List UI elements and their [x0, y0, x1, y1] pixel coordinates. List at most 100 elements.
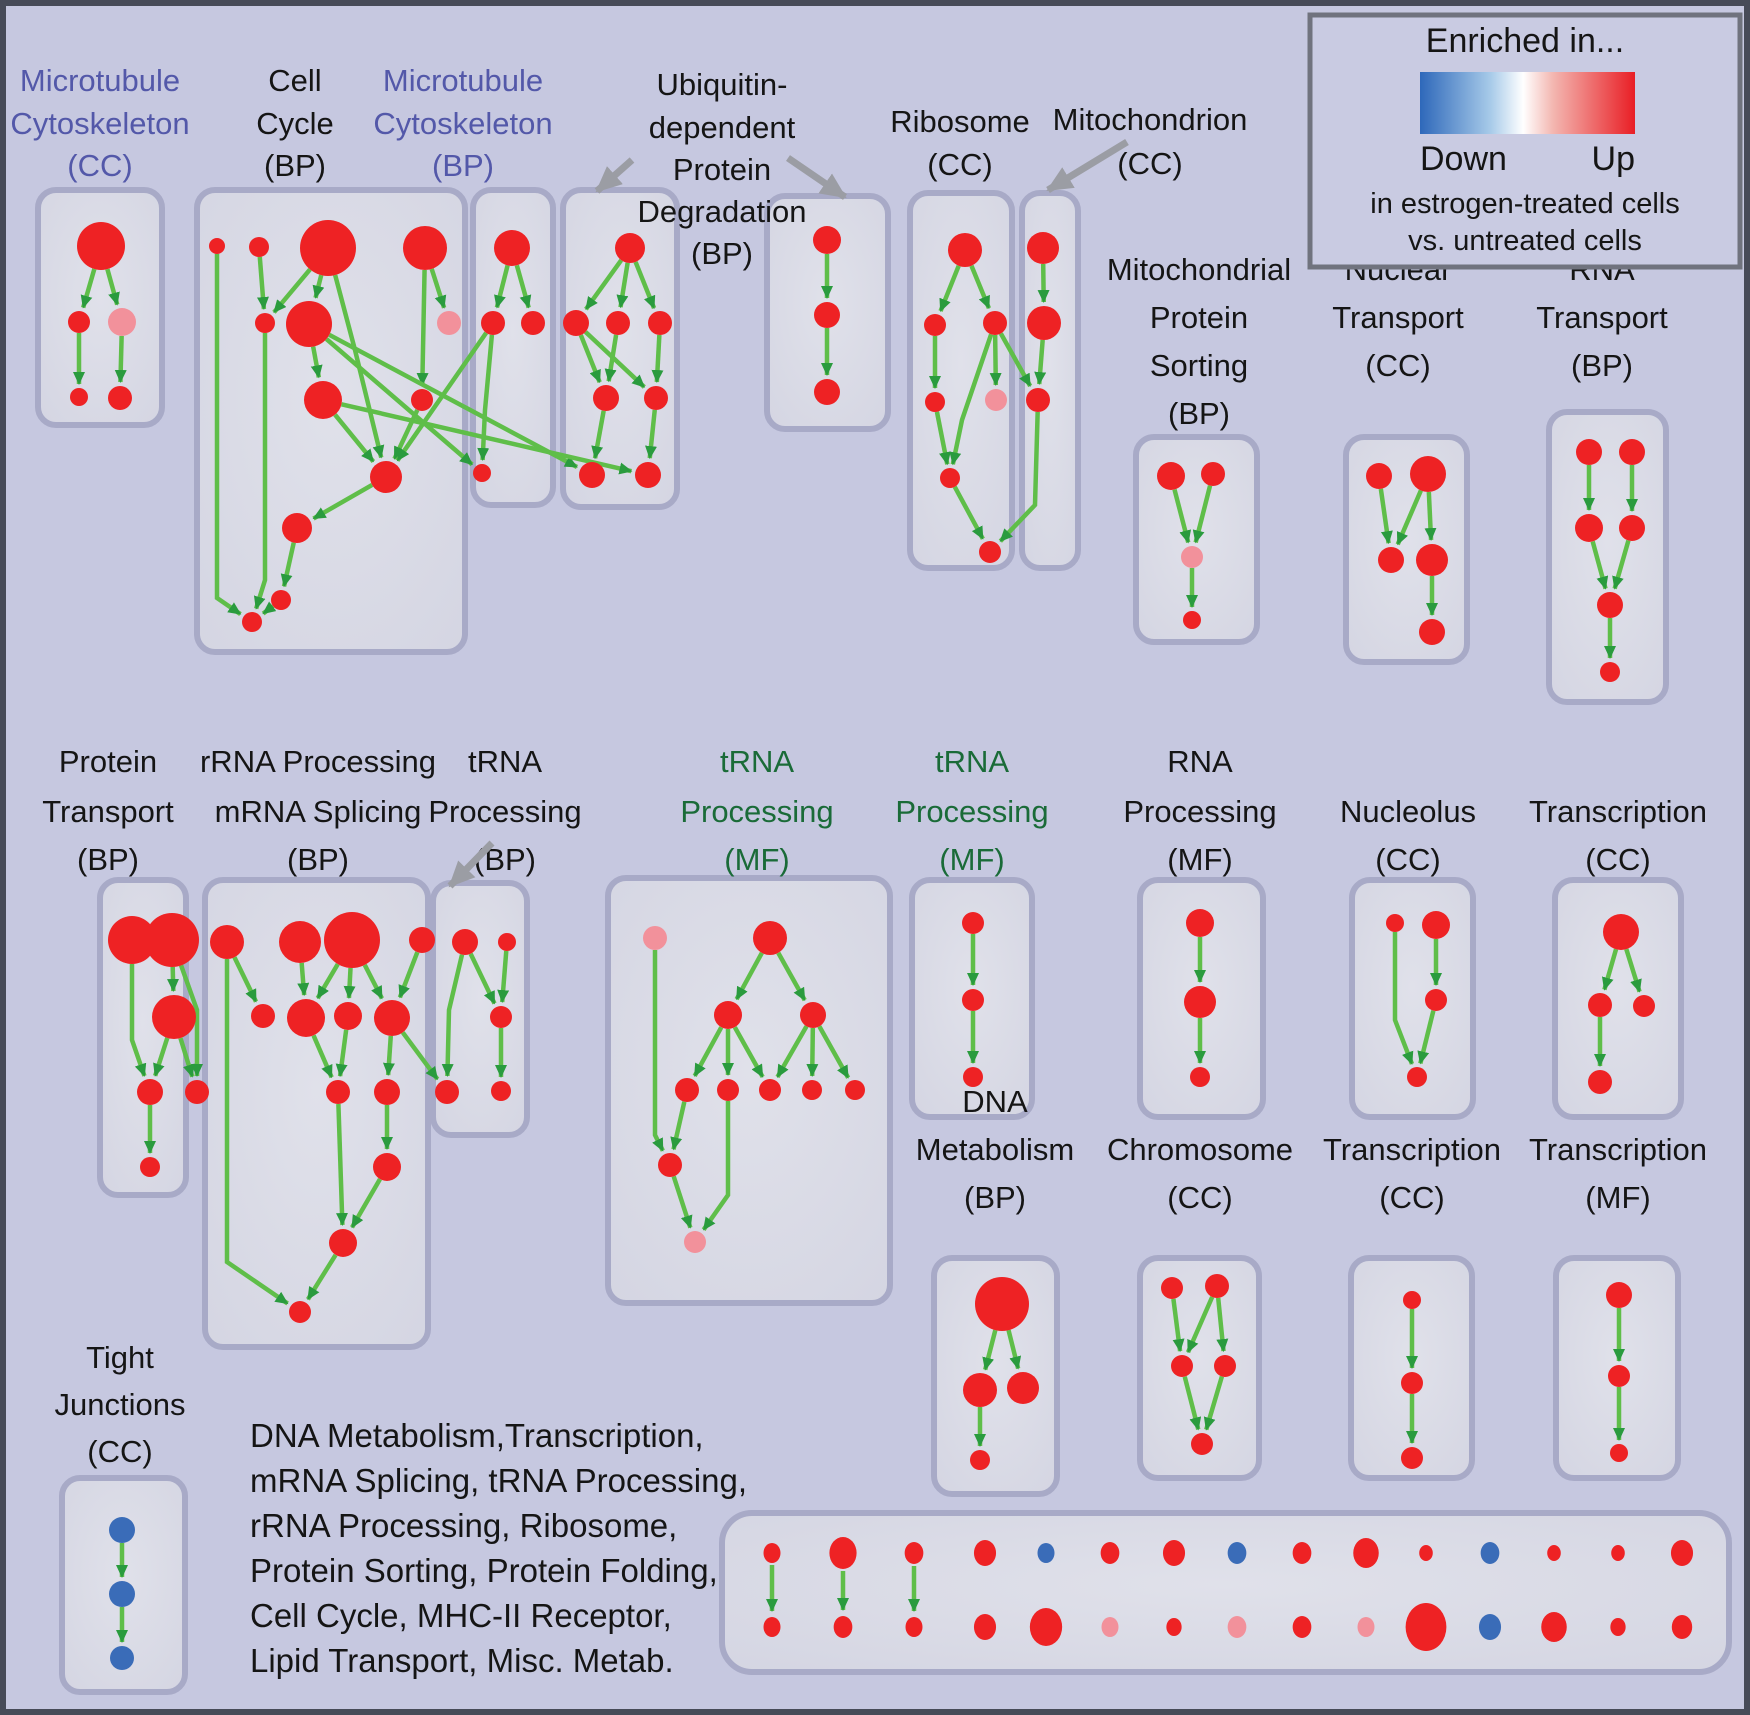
go-term-node-red: [593, 385, 619, 411]
go-term-node-red: [1611, 1545, 1625, 1561]
edge-arrow: [306, 1253, 338, 1301]
edge-arrow: [1006, 1329, 1022, 1370]
edge-arrow: [584, 258, 624, 311]
go-term-node-red: [1026, 388, 1050, 412]
go-term-node-red: [1007, 1372, 1039, 1404]
edge-arrow: [998, 332, 1033, 388]
cluster-label-trans_mf: (MF): [1585, 1180, 1650, 1215]
go-term-node-red: [829, 1537, 857, 1569]
edge-arrow: [312, 483, 374, 521]
cluster-label-rrna: rRNA Processing: [200, 744, 436, 779]
go-term-node-red: [1161, 1277, 1183, 1299]
go-term-node-red: [374, 1000, 410, 1036]
edge-arrow: [441, 954, 465, 1078]
go-term-node-red: [1425, 989, 1447, 1011]
go-term-node-red: [373, 1153, 401, 1181]
go-term-node-red: [1670, 1540, 1694, 1566]
legend-title: Enriched in...: [1426, 22, 1624, 60]
go-term-node-red: [279, 921, 321, 963]
edge-arrow: [692, 1026, 724, 1078]
cluster-label-trna_mf_big: Processing: [680, 794, 833, 829]
note-line-3: rRNA Processing, Ribosome,: [250, 1507, 677, 1544]
go-term-node-red: [300, 220, 356, 276]
cluster-label-trna_mf_small: tRNA: [935, 744, 1009, 779]
edge-arrow: [806, 1027, 819, 1078]
edge-arrow: [429, 268, 447, 309]
go-term-node-red: [329, 1229, 357, 1257]
cluster-label-rrna: mRNA Splicing: [215, 794, 422, 829]
edge-arrow: [1215, 1297, 1229, 1353]
go-term-node-red: [1610, 1444, 1628, 1462]
edge-arrow: [224, 959, 289, 1306]
go-term-node-red: [1353, 1538, 1379, 1568]
go-term-node-red: [1597, 592, 1623, 618]
cluster-label-trna_mf_big: (MF): [724, 842, 789, 877]
edge-arrow: [1624, 948, 1642, 993]
edge-arrow: [651, 334, 664, 384]
cluster-label-dna_met: Metabolism: [916, 1132, 1075, 1167]
cluster-label-mt_bp: Cytoskeleton: [373, 106, 552, 141]
cluster-label-cc_bp: Cycle: [256, 106, 334, 141]
go-term-node-red: [481, 311, 505, 335]
edge-arrow: [105, 268, 120, 306]
go-term-node-red: [370, 461, 402, 493]
go-term-node-blue: [1227, 1542, 1247, 1564]
edge-arrow: [1171, 1298, 1185, 1353]
go-term-node-red: [615, 233, 645, 263]
cluster-label-trans_mf: Transcription: [1529, 1132, 1707, 1167]
edge-arrow: [616, 262, 630, 309]
go-term-node-red: [802, 1080, 822, 1100]
go-term-node-red: [1576, 439, 1602, 465]
edge-arrow: [817, 1025, 851, 1079]
cluster-label-nuclear: Transport: [1332, 300, 1464, 335]
go-term-node-red: [940, 468, 960, 488]
edge-arrow: [1590, 540, 1609, 590]
note-line-2: mRNA Splicing, tRNA Processing,: [250, 1462, 747, 1499]
cluster-label-nuclear: (CC): [1365, 348, 1430, 383]
go-term-node-red: [925, 392, 945, 412]
go-term-node-red: [1190, 1067, 1210, 1087]
annotation-arrow: [786, 155, 847, 200]
go-term-node-red: [435, 1080, 459, 1104]
edge-arrow: [1601, 948, 1619, 991]
edge-arrow: [397, 951, 420, 999]
cluster-box-trans_cc_mid: [1552, 877, 1684, 1120]
go-term-node-red: [658, 1153, 682, 1177]
go-term-node-red: [845, 1080, 865, 1100]
go-term-node-red: [1027, 306, 1061, 340]
cluster-label-rna_trans: Transport: [1536, 300, 1668, 335]
edge-arrow: [604, 334, 619, 383]
cluster-label-floating-0: dependent: [649, 110, 796, 145]
go-term-node-red: [904, 1542, 924, 1564]
go-term-node-red: [644, 386, 668, 410]
edge-arrow: [652, 950, 665, 1152]
cluster-box-rna_trans: [1546, 409, 1669, 705]
cluster-label-mt_cc: (CC): [67, 148, 132, 183]
legend-caption-line2: vs. untreated cells: [1408, 225, 1642, 257]
annotation-arrow: [447, 840, 495, 889]
go-term-node-red: [287, 999, 325, 1037]
go-term-node-red: [759, 1079, 781, 1101]
go-term-node-red: [800, 1002, 826, 1028]
edge-arrow: [1034, 339, 1047, 386]
cluster-label-sorting: Sorting: [1150, 348, 1248, 383]
cluster-label-tight: (CC): [87, 1434, 152, 1469]
go-term-node-red: [1162, 1540, 1186, 1566]
go-term-node-red: [1419, 619, 1445, 645]
go-term-node-red: [326, 1080, 350, 1104]
edge-arrow: [416, 269, 429, 387]
go-term-node-red: [140, 1157, 160, 1177]
go-term-node-red: [334, 1002, 362, 1030]
go-term-node-red: [403, 226, 447, 270]
cluster-label-trna_mf_small: (MF): [939, 842, 1004, 877]
edge-arrow: [315, 962, 340, 1000]
go-term-node-red: [606, 311, 630, 335]
edge-arrow: [671, 1175, 693, 1229]
cluster-label-sorting: Protein: [1150, 300, 1248, 335]
go-term-node-red: [1166, 1618, 1182, 1636]
edge-arrow: [80, 268, 97, 309]
edge-arrow: [989, 334, 1002, 387]
edge-arrow: [311, 1034, 334, 1079]
go-term-node-red: [1205, 1274, 1229, 1298]
